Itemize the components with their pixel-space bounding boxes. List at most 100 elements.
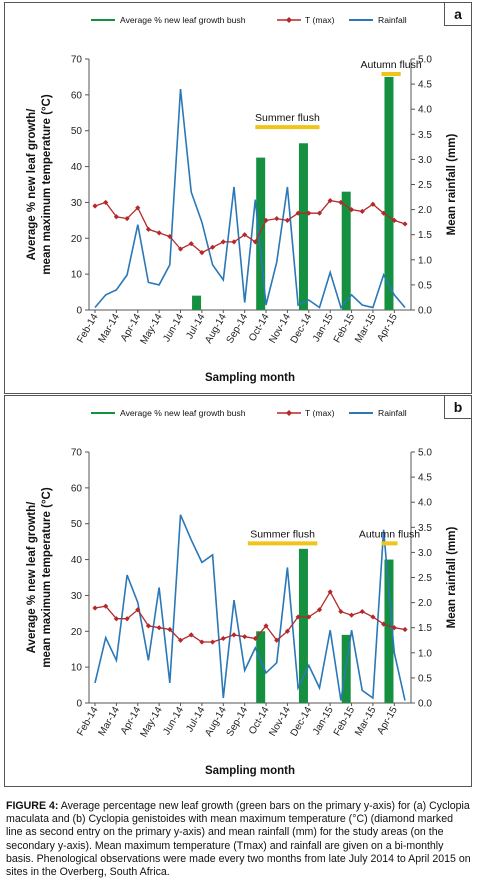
a-x-tick-label: May-14 [139,312,165,347]
b-y-tick-label: 60 [71,483,83,494]
panel-label-b: b [444,396,471,419]
a-y2-tick-label: 3.5 [418,130,432,141]
b-tmax-marker [156,625,162,631]
a-tmax-marker [220,239,226,245]
a-y-tick-label: 50 [71,126,83,137]
a-legend-rain-label: Rainfall [378,15,407,25]
a-tmax-marker [156,230,162,236]
b-y-tick-label: 0 [76,699,82,710]
b-y2-tick-label: 1.5 [418,623,432,634]
b-tmax-marker [167,626,173,633]
chart-b-svg: Average % new leaf growth bush T (max) Rai… [26,408,458,777]
a-tmax-marker [295,210,301,216]
a-growth-bar [384,76,394,310]
b-tmax-marker [135,607,141,613]
a-tmax-marker [209,244,216,250]
b-growth-bar [298,548,308,703]
a-tmax-marker [381,210,387,216]
a-x-tick-label: Dec-14 [289,312,315,346]
a-y-tick-label: 20 [71,234,83,245]
a-growth-bar [298,143,308,310]
b-x-tick-label: Mar-14 [97,705,123,738]
a-y-tick-label: 40 [71,162,83,173]
b-y-tick-label: 10 [71,663,83,674]
a-y2-tick-label: 4.0 [418,105,432,116]
a-tmax-marker [327,198,333,204]
b-tmax-marker [124,616,130,622]
b-y2-tick-label: 2.5 [418,573,432,584]
b-y-tick-label: 40 [71,555,83,566]
a-y2-tick-label: 1.0 [418,255,432,266]
a-y2-axis-title: Mean rainfall (mm) [446,134,458,236]
a-x-tick-label: Jun-14 [161,312,186,344]
a-y2-tick-label: 0.0 [418,306,432,317]
a-y-tick-label: 10 [71,270,83,281]
a-tmax-marker [113,214,119,220]
a-y-axis-title-line2: mean maximum temperature (°C) [41,94,53,275]
b-x-tick-label: May-14 [139,705,165,740]
b-y2-axis-title: Mean rainfall (mm) [446,527,458,629]
b-tmax-marker [338,608,344,615]
a-tmax-marker [92,203,98,209]
a-tmax-marker [167,233,173,240]
b-y2-tick-label: 0.0 [418,699,432,710]
a-y2-tick-label: 2.0 [418,205,432,216]
b-x-tick-label: Jun-14 [161,705,186,737]
a-rainfall-line [94,89,406,310]
panel-label-a: a [444,3,471,26]
b-y-axis-title-line2: mean maximum temperature (°C) [41,487,53,668]
chart-panel-a: Average % new leaf growth bush T (max) Rai… [4,2,472,394]
a-tmax-marker [103,199,109,206]
b-y2-tick-label: 0.5 [418,673,432,684]
b-flush-label: Summer flush [250,528,315,540]
b-tmax-marker [103,603,109,609]
b-y2-tick-label: 5.0 [418,448,432,459]
a-tmax-marker [316,210,323,216]
a-tmax-marker [199,250,205,256]
b-growth-bar [384,559,394,703]
a-y2-tick-label: 0.5 [418,280,432,291]
b-tmax-marker [231,632,237,638]
b-legend-tmax-marker [286,410,292,416]
b-tmax-marker [113,616,119,622]
a-tmax-marker [370,201,376,207]
a-tmax-marker [145,226,152,232]
a-tmax-marker [177,246,184,252]
chart-a-svg: Average % new leaf growth bush T (max) Rai… [26,15,458,384]
b-x-axis-title: Sampling month [205,765,295,777]
a-tmax-marker [284,217,291,223]
a-growth-bar [256,157,266,310]
b-tmax-line [94,590,406,643]
b-x-tick-label: Sep-14 [225,705,251,739]
b-y2-tick-label: 3.5 [418,523,432,534]
a-y-tick-label: 30 [71,198,83,209]
a-x-tick-label: Mar-14 [97,312,123,345]
b-tmax-marker [209,639,216,645]
a-y2-tick-label: 4.5 [418,80,432,91]
a-tmax-marker [135,205,141,211]
a-legend-tmax-marker [286,17,292,23]
b-rainfall-line [94,514,406,701]
a-tmax-marker [188,241,194,247]
b-legend-tmax-label: T (max) [305,408,335,418]
caption-text: Average percentage new leaf growth (gree… [6,800,471,879]
b-tmax-marker [359,608,365,615]
b-growth-bar [256,631,266,703]
b-y2-tick-label: 2.0 [418,598,432,609]
b-tmax-marker [220,635,226,642]
a-tmax-marker [338,199,344,206]
a-tmax-marker [391,217,397,223]
b-x-tick-label: Dec-14 [289,705,315,739]
a-x-tick-label: Mar-15 [353,312,379,345]
b-y-tick-label: 50 [71,519,83,530]
b-y-axis-title-line1: Average % new leaf growth/ [26,501,38,653]
b-tmax-marker [177,637,184,643]
figure-caption: FIGURE 4: Average percentage new leaf gr… [6,800,472,879]
a-x-tick-label: Sep-14 [225,312,251,346]
a-tmax-marker [348,207,355,213]
chart-panel-b: Average % new leaf growth bush T (max) Rai… [4,395,472,787]
a-flush-label: Autumn flush [360,59,421,71]
b-tmax-marker [402,626,408,633]
b-tmax-marker [381,621,387,627]
a-y-tick-label: 0 [76,306,82,317]
